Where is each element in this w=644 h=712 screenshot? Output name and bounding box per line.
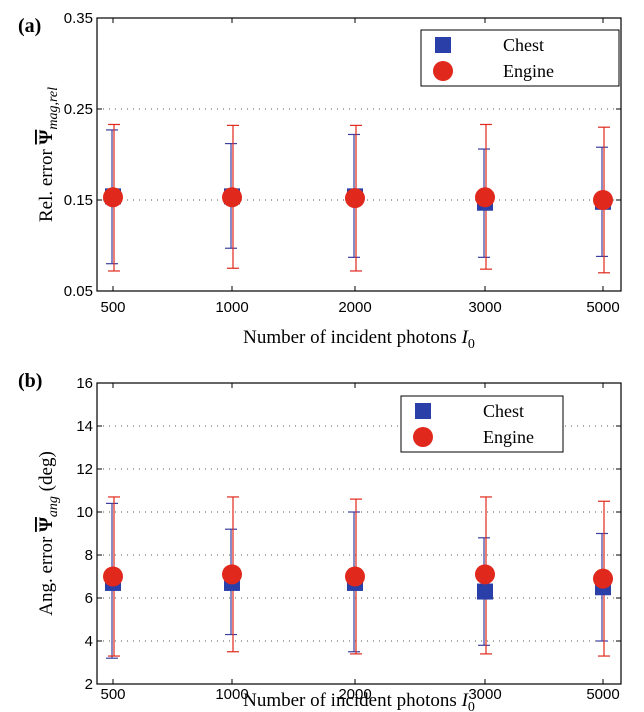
y-tick-label: 16 <box>76 375 93 392</box>
legend-box <box>420 29 620 87</box>
y-tick-label: 14 <box>76 418 93 435</box>
engine-point <box>475 564 495 585</box>
engine-point <box>593 190 613 210</box>
x-tick-label: 500 <box>100 299 125 316</box>
y-tick-label: 8 <box>85 547 93 564</box>
legend: Chest Engine <box>420 29 620 87</box>
y-tick-label: 0.25 <box>64 101 93 118</box>
engine-point <box>222 564 242 585</box>
x-tick-label: 2000 <box>338 299 371 316</box>
y-axis-unit: (deg) <box>36 451 57 496</box>
legend: Chest Engine <box>400 395 564 453</box>
engine-point <box>222 187 242 208</box>
x-axis-label: Number of incident photons I0 <box>243 690 475 712</box>
y-tick-label: 4 <box>85 633 93 650</box>
x-tick-label: 3000 <box>468 686 501 703</box>
legend-label: Engine <box>503 61 554 81</box>
y-axis-symbol: Ψ <box>36 517 57 532</box>
x-tick-label: 1000 <box>215 299 248 316</box>
y-axis-label: Ang. error Ψang (deg) <box>36 451 61 616</box>
x-axis-subscript: 0 <box>468 700 475 712</box>
x-axis-symbol: I <box>461 690 470 711</box>
y-tick-label: 0.05 <box>64 283 93 300</box>
legend-label: Engine <box>483 427 534 447</box>
y-tick-label: 12 <box>76 461 93 478</box>
plot-frame <box>96 382 622 685</box>
y-tick-label: 0.35 <box>64 10 93 27</box>
y-tick-label: 2 <box>85 676 93 693</box>
x-axis-label: Number of incident photons I0 <box>243 327 475 352</box>
y-axis-subscript: ang <box>46 496 61 517</box>
y-axis-label-text: Ang. error <box>36 532 57 616</box>
x-axis-subscript: 0 <box>468 337 475 352</box>
y-axis-label-text: Rel. error <box>36 144 57 222</box>
legend-engine-marker <box>433 61 453 81</box>
legend-chest-marker <box>415 403 431 419</box>
y-tick-label: 10 <box>76 504 93 521</box>
engine-point <box>345 188 365 209</box>
panel-label: (a) <box>18 15 41 37</box>
x-tick-label: 1000 <box>215 686 248 703</box>
engine-point <box>345 566 365 587</box>
plot-frame <box>96 17 622 292</box>
x-tick-label: 3000 <box>468 299 501 316</box>
y-axis-label: Rel. error Ψmag,rel <box>36 87 61 222</box>
engine-point <box>103 566 123 587</box>
y-axis-subscript: mag,rel <box>46 87 61 130</box>
engine-point <box>103 187 123 208</box>
chart-panel-b: 2 4 6 8 10 12 14 16 500 1000 2000 3000 5000 Chest Engi… <box>18 370 622 712</box>
chart-panel-a: 0.05 0.15 0.25 0.35 500 1000 2000 3000 5000 Chest… <box>18 10 622 352</box>
x-tick-label: 5000 <box>586 686 619 703</box>
x-tick-label: 500 <box>100 686 125 703</box>
panel-label: (b) <box>18 370 42 392</box>
legend-label: Chest <box>503 35 544 55</box>
engine-point <box>475 187 495 208</box>
x-axis-label-text: Number of incident photons <box>243 327 461 348</box>
y-tick-label: 6 <box>85 590 93 607</box>
legend-chest-marker <box>435 37 451 53</box>
x-axis-label-text: Number of incident photons <box>243 690 461 711</box>
x-tick-label: 2000 <box>338 686 371 703</box>
chest-point <box>477 583 493 600</box>
engine-point <box>593 568 613 589</box>
legend-label: Chest <box>483 401 524 421</box>
x-tick-label: 5000 <box>586 299 619 316</box>
x-axis-symbol: I <box>461 327 470 348</box>
y-axis-symbol: Ψ <box>36 129 57 144</box>
y-tick-label: 0.15 <box>64 192 93 209</box>
legend-engine-marker <box>413 427 433 447</box>
